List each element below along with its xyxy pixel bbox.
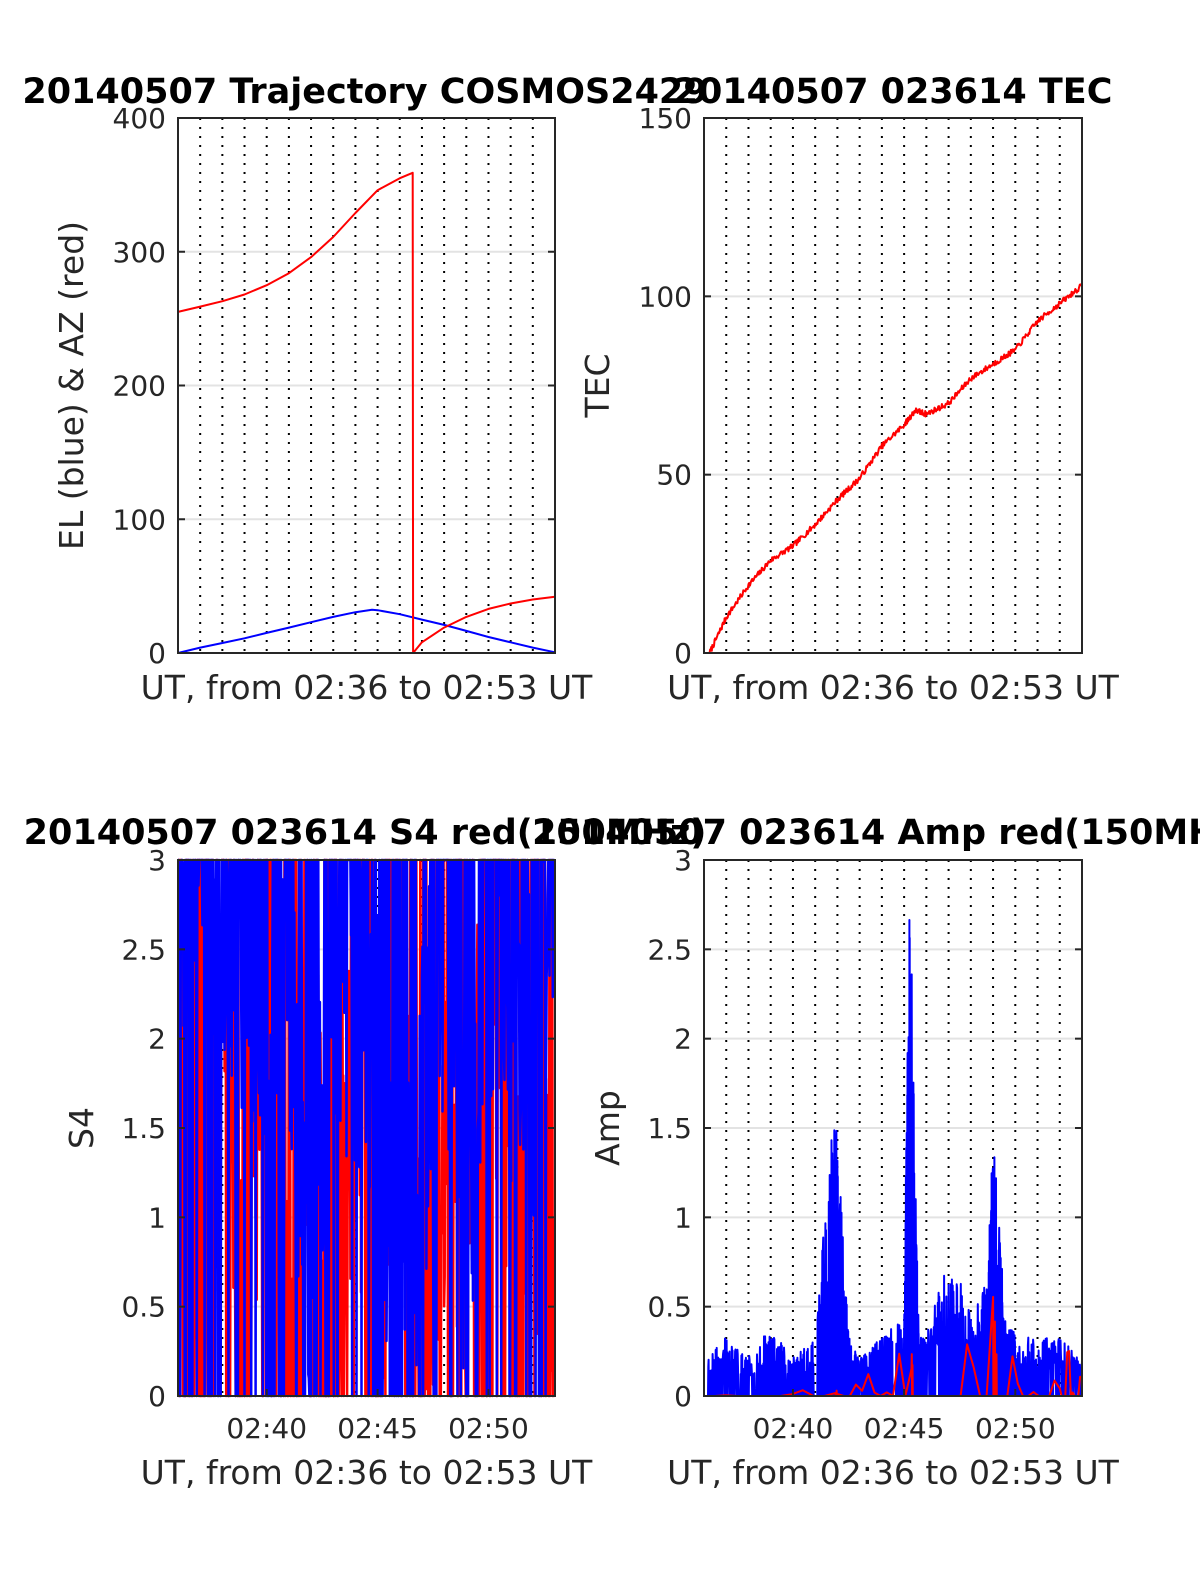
axes-box <box>703 117 1083 654</box>
panel-tec: 0 50 100 150 UT, from 02:36 to 02:53 UT TEC 20… <box>578 72 1120 707</box>
y-tick-label: 0 <box>148 1380 166 1413</box>
y-tick-label: 400 <box>113 102 166 135</box>
x-tick-label: 02:40 <box>226 1412 307 1445</box>
x-tick-label: 02:50 <box>975 1412 1056 1445</box>
panel-amp: 0 0.5 1 1.5 2 2.5 3 02:40 02:45 02:50 UT, from 02:… <box>532 813 1200 1492</box>
y-tick-label: 2 <box>674 1023 692 1056</box>
y-tick-label: 100 <box>639 280 692 313</box>
x-tick-label: 02:45 <box>864 1412 945 1445</box>
y-tick-label: 200 <box>113 370 166 403</box>
series-blue-line <box>707 919 1083 1397</box>
series-el-line <box>177 608 556 654</box>
x-axis-label: UT, from 02:36 to 02:53 UT <box>667 1453 1120 1492</box>
y-tick-label: 3 <box>148 844 166 877</box>
x-tick-label: 02:45 <box>337 1412 418 1445</box>
x-axis-label: UT, from 02:36 to 02:53 UT <box>141 668 594 707</box>
y-tick-label: 50 <box>656 459 692 492</box>
chart-title: 20140507 023614 TEC <box>674 72 1113 112</box>
chart-title: 20140507 023614 S4 red(150MHz) <box>24 813 707 853</box>
x-axis-label: UT, from 02:36 to 02:53 UT <box>667 668 1120 707</box>
chart-title: 20140507 Trajectory COSMOS2429 <box>22 72 707 112</box>
y-axis-label: TEC <box>578 353 617 418</box>
y-tick-label: 0.5 <box>647 1291 692 1324</box>
y-tick-label: 0.5 <box>121 1291 166 1324</box>
y-tick-label: 2.5 <box>121 933 166 966</box>
x-axis-label: UT, from 02:36 to 02:53 UT <box>141 1453 594 1492</box>
y-tick-label: 0 <box>148 637 166 670</box>
y-tick-label: 2 <box>148 1023 166 1056</box>
x-tick-label: 02:50 <box>448 1412 529 1445</box>
y-tick-label: 0 <box>674 1380 692 1413</box>
y-tick-label: 150 <box>639 102 692 135</box>
y-tick-label: 3 <box>674 844 692 877</box>
panel-s4: 0 0.5 1 1.5 2 2.5 3 02:40 02:45 02:50 UT, from 02:… <box>24 813 707 1492</box>
y-axis-label: EL (blue) & AZ (red) <box>52 221 91 550</box>
series-blue-line <box>177 858 556 1398</box>
y-tick-label: 0 <box>674 637 692 670</box>
y-tick-label: 2.5 <box>647 933 692 966</box>
y-tick-label: 1.5 <box>121 1112 166 1145</box>
x-tick-label: 02:40 <box>753 1412 834 1445</box>
y-tick-label: 1 <box>674 1201 692 1234</box>
series-tec-line <box>708 283 1083 654</box>
panel-traj: 0 100 200 300 400 UT, from 02:36 to 02:53 UT E… <box>22 72 707 707</box>
y-tick-label: 100 <box>113 503 166 536</box>
y-axis-label: S4 <box>62 1107 101 1149</box>
chart-title: 20140507 023614 Amp red(150MHz) <box>532 813 1200 853</box>
series-az-line <box>177 171 556 654</box>
y-axis-label: Amp <box>588 1090 627 1166</box>
y-tick-label: 300 <box>113 236 166 269</box>
y-tick-label: 1.5 <box>647 1112 692 1145</box>
y-tick-label: 1 <box>148 1201 166 1234</box>
